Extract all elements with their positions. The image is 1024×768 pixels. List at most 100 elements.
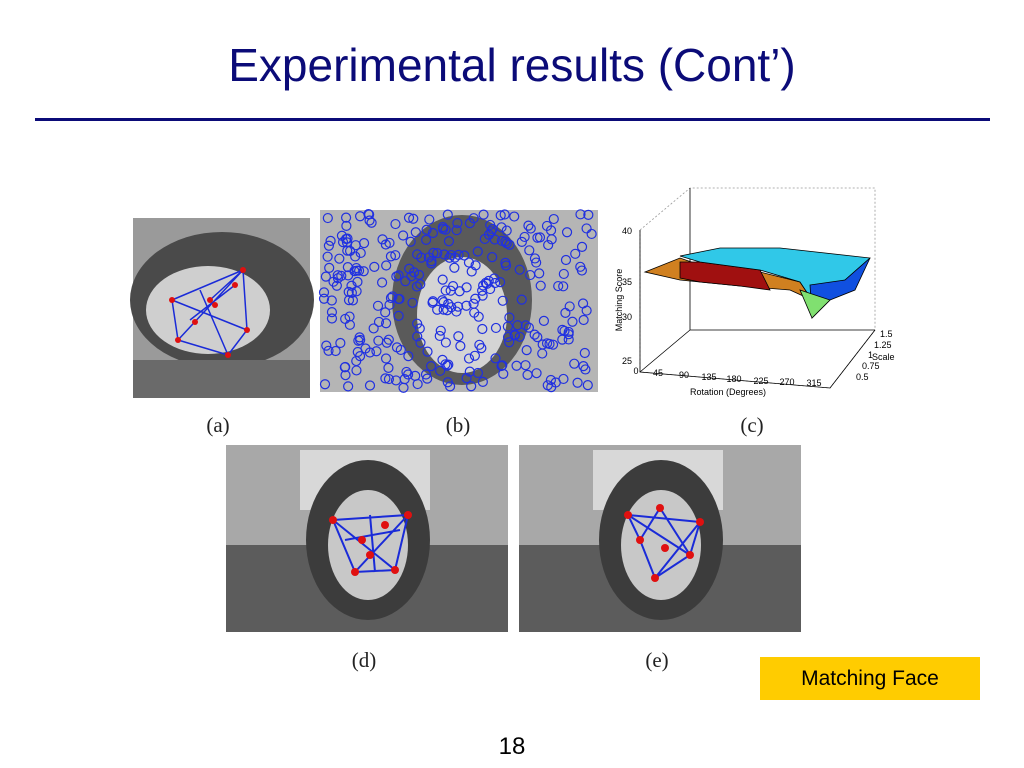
- keypoint: [325, 235, 336, 246]
- keypoint: [318, 287, 330, 298]
- keypoint: [435, 365, 446, 376]
- keypoint: [487, 252, 498, 263]
- keypoint: [380, 307, 391, 318]
- keypoint: [561, 227, 573, 238]
- keypoint: [499, 209, 510, 220]
- keypoint: [529, 329, 540, 340]
- image-a: [130, 218, 314, 398]
- keypoint: [578, 314, 589, 326]
- keypoint: [403, 369, 414, 380]
- keypoint: [343, 294, 355, 306]
- keypoint: [398, 382, 409, 393]
- keypoint: [411, 281, 423, 292]
- keypoint: [440, 285, 451, 296]
- keypoint: [415, 337, 426, 348]
- keypoint: [478, 209, 489, 220]
- callout: Matching Face: [760, 657, 980, 700]
- image-b: [318, 209, 598, 393]
- keypoint: [535, 280, 546, 291]
- keypoint: [523, 220, 534, 231]
- keypoint: [321, 340, 332, 351]
- keypoint: [398, 230, 409, 241]
- keypoint: [349, 265, 360, 277]
- keypoint: [383, 362, 394, 373]
- keypoint: [416, 252, 427, 263]
- keypoint: [577, 298, 589, 309]
- keypoint: [322, 212, 333, 224]
- keypoint: [385, 251, 397, 262]
- keypoint: [504, 312, 515, 323]
- keypoint: [461, 373, 472, 384]
- keypoint: [326, 313, 338, 324]
- keypoint: [516, 294, 527, 305]
- keypoint: [323, 240, 335, 251]
- keypoint: [509, 329, 520, 340]
- keypoint: [351, 262, 362, 274]
- image-e: [519, 445, 801, 632]
- keypoint: [498, 368, 509, 380]
- keypoint: [444, 252, 455, 263]
- keypoint: [534, 232, 546, 243]
- keypoint: [489, 277, 501, 289]
- keypoint: [470, 260, 481, 271]
- keypoint: [444, 381, 456, 392]
- x-tick-label: 225: [753, 376, 768, 386]
- keypoint: [414, 323, 425, 334]
- keypoint: [326, 306, 338, 318]
- keypoint: [341, 220, 352, 231]
- keypoint: [369, 261, 380, 273]
- keypoint: [545, 374, 556, 386]
- keypoint: [485, 219, 496, 231]
- keypoint: [415, 279, 426, 290]
- keypoint: [426, 256, 437, 267]
- keypoint: [461, 300, 472, 311]
- x-tick-label: 270: [779, 377, 794, 387]
- keypoint: [481, 278, 492, 290]
- keypoint: [424, 214, 435, 225]
- keypoint: [364, 347, 376, 358]
- keypoint: [334, 253, 345, 264]
- keypoint: [393, 270, 404, 281]
- keypoint: [473, 311, 484, 322]
- keypoint: [390, 218, 401, 230]
- keypoint: [560, 254, 572, 266]
- keypoint: [432, 248, 443, 259]
- keypoint: [401, 366, 412, 378]
- keypoint: [485, 283, 496, 295]
- keypoint: [408, 213, 419, 224]
- keypoint: [520, 320, 531, 331]
- keypoint: [570, 248, 581, 259]
- keypoint: [412, 318, 423, 329]
- keypoint: [548, 213, 559, 225]
- keypoint: [354, 332, 365, 343]
- caption: (d): [352, 648, 377, 672]
- keypoint: [455, 340, 466, 352]
- keypoint: [575, 261, 586, 272]
- keypoint: [323, 345, 334, 356]
- keypoint: [376, 277, 388, 288]
- keypoint: [449, 262, 460, 273]
- keypoint: [519, 231, 530, 243]
- x-tick-label: 135: [701, 372, 716, 382]
- keypoint: [490, 353, 501, 364]
- y-tick-label: 0.75: [862, 361, 880, 371]
- keypoint: [422, 373, 433, 384]
- keypoint: [557, 324, 568, 335]
- keypoint: [405, 236, 416, 247]
- keypoint: [421, 224, 432, 235]
- keypoint: [380, 353, 392, 364]
- keypoint: [497, 295, 508, 306]
- keypoint: [400, 276, 411, 287]
- keypoint: [443, 236, 455, 247]
- keypoint: [350, 240, 361, 251]
- keypoint: [521, 345, 532, 356]
- keypoint: [464, 366, 475, 377]
- keypoint: [393, 293, 404, 305]
- keypoint: [449, 252, 460, 263]
- x-tick-label: 90: [679, 370, 689, 380]
- page-number: 18: [498, 733, 526, 760]
- keypoint: [477, 323, 488, 335]
- keypoint: [569, 358, 580, 369]
- keypoint: [355, 211, 366, 222]
- keypoint: [445, 285, 456, 296]
